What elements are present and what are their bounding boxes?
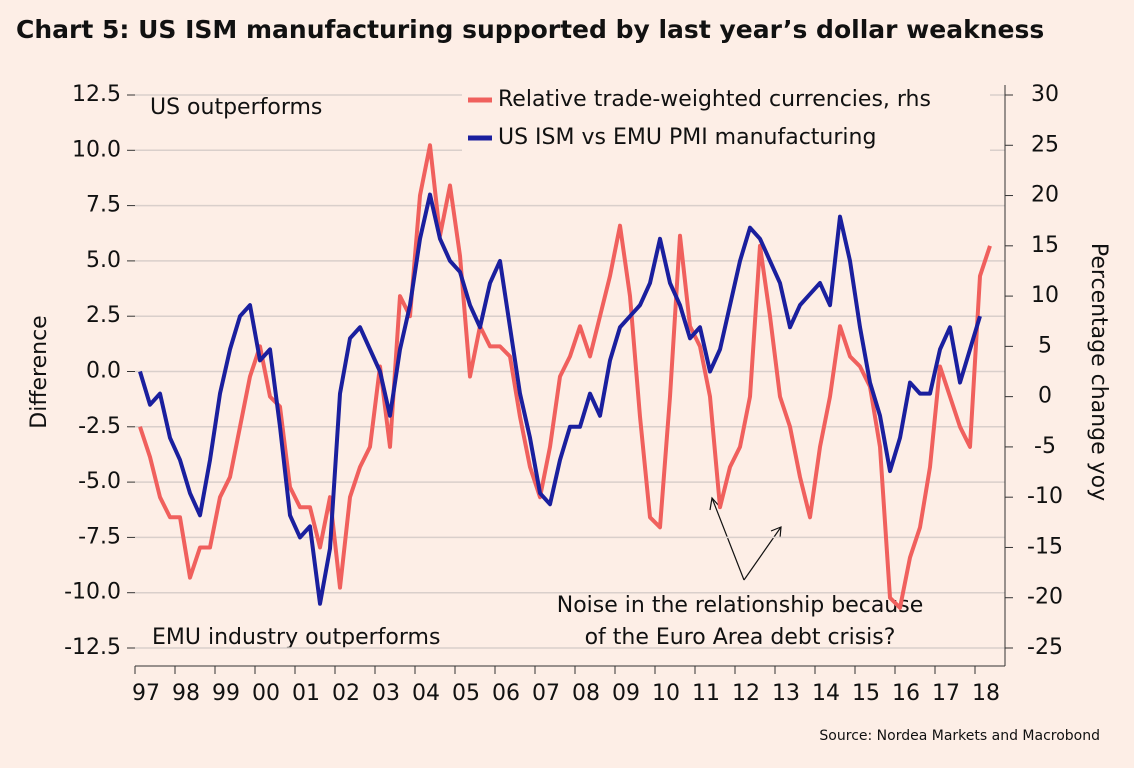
annotation: Noise in the relationship because — [557, 593, 924, 618]
annotation: EMU industry outperforms — [152, 625, 440, 650]
y2-tick-label: -5 — [1034, 434, 1056, 459]
series-line — [138, 143, 992, 610]
x-tick-label: 14 — [812, 681, 840, 706]
y-tick-label: -12.5 — [64, 635, 121, 660]
y2-tick-label: 15 — [1031, 233, 1059, 258]
x-tick-label: 01 — [292, 681, 320, 706]
x-tick-label: 16 — [892, 681, 920, 706]
x-tick-label: 18 — [972, 681, 1000, 706]
y-tick-label: 12.5 — [72, 82, 121, 107]
y-tick-label: 5.0 — [86, 248, 121, 273]
x-tick-label: 12 — [732, 681, 760, 706]
y2-tick-label: 5 — [1038, 333, 1052, 358]
y2-tick-label: 10 — [1031, 283, 1059, 308]
legend-label: US ISM vs EMU PMI manufacturing — [498, 125, 876, 150]
source: Source: Nordea Markets and Macrobond — [819, 728, 1100, 744]
x-tick-label: 15 — [852, 681, 880, 706]
legend-bg — [462, 84, 990, 116]
x-tick-label: 08 — [572, 681, 600, 706]
x-tick-label: 97 — [132, 681, 160, 706]
x-tick-label: 05 — [452, 681, 480, 706]
y2-tick-label: -25 — [1027, 635, 1063, 660]
y-tick-label: 2.5 — [86, 303, 121, 328]
y2-tick-label: 20 — [1031, 183, 1059, 208]
y2-tick-label: -20 — [1027, 585, 1063, 610]
x-tick-label: 99 — [212, 681, 240, 706]
y-tick-label: -7.5 — [78, 524, 121, 549]
chart-title: Chart 5: US ISM manufacturing supported … — [16, 15, 1044, 44]
y-tick-label: 10.0 — [72, 137, 121, 162]
x-tick-label: 10 — [652, 681, 680, 706]
y2-tick-label: -10 — [1027, 484, 1063, 509]
x-tick-label: 06 — [492, 681, 520, 706]
y2-tick-label: 0 — [1038, 384, 1052, 409]
y2-tick-label: 25 — [1031, 132, 1059, 157]
y2-axis-label: Percentage change yoy — [1086, 243, 1111, 501]
x-tick-label: 98 — [172, 681, 200, 706]
annotation: US outperforms — [150, 95, 322, 120]
x-tick-label: 03 — [372, 681, 400, 706]
x-tick-label: 17 — [932, 681, 960, 706]
y-tick-label: -10.0 — [64, 580, 121, 605]
y-tick-label: -2.5 — [78, 414, 121, 439]
y-tick-label: 0.0 — [86, 359, 121, 384]
y2-tick-label: -15 — [1027, 534, 1063, 559]
x-tick-label: 13 — [772, 681, 800, 706]
y-tick-label: -5.0 — [78, 469, 121, 494]
x-tick-label: 04 — [412, 681, 440, 706]
x-tick-label: 11 — [692, 681, 720, 706]
x-tick-label: 07 — [532, 681, 560, 706]
series-line — [138, 192, 982, 606]
legend-label: Relative trade-weighted currencies, rhs — [498, 87, 931, 112]
y2-tick-label: 30 — [1031, 82, 1059, 107]
x-tick-label: 02 — [332, 681, 360, 706]
x-tick-label: 00 — [252, 681, 280, 706]
legend-bg — [462, 122, 990, 154]
annotation: of the Euro Area debt crisis? — [585, 625, 896, 650]
y-tick-label: 7.5 — [86, 193, 121, 218]
arrows — [709, 496, 782, 581]
x-tick-label: 09 — [612, 681, 640, 706]
y-axis-label: Difference — [27, 315, 52, 428]
